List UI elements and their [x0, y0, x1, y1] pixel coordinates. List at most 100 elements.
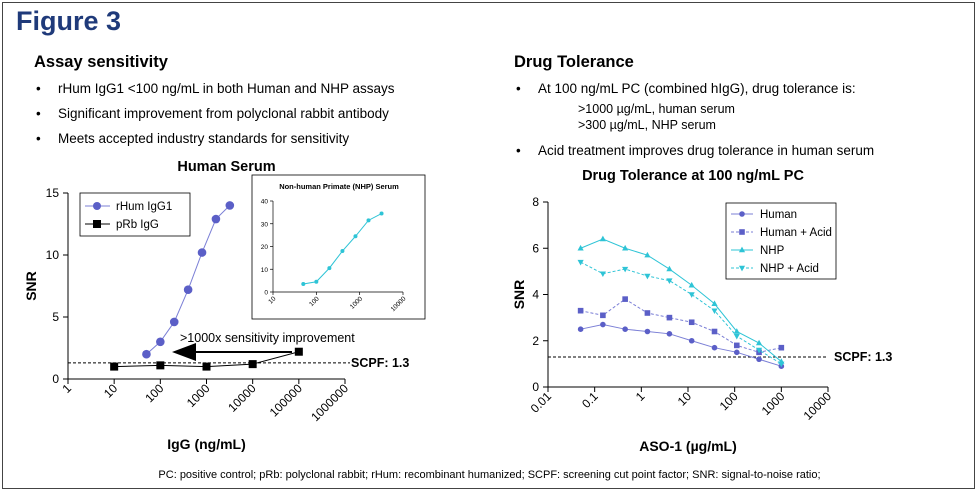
legend-marker — [739, 229, 745, 235]
inset-data-point — [314, 279, 319, 284]
y-tick-label: 15 — [46, 186, 60, 200]
legend-label: Human — [760, 209, 797, 221]
data-point — [577, 244, 584, 251]
data-point — [622, 266, 629, 273]
data-point — [666, 331, 673, 337]
x-tick-label: 10 — [675, 389, 695, 409]
data-point — [577, 259, 584, 266]
drug-tolerance-bullet-2: Acid treatment improves drug tolerance i… — [514, 142, 874, 167]
y-axis-label: SNR — [511, 280, 527, 310]
y-tick-label: 5 — [52, 310, 59, 324]
x-tick-label: 1000 — [759, 389, 788, 418]
data-point — [688, 281, 695, 288]
tolerance-sub-line: >300 µg/mL, NHP serum — [578, 118, 716, 132]
scpf-label: SCPF: 1.3 — [834, 350, 892, 364]
data-point — [733, 349, 740, 356]
data-point — [711, 300, 718, 306]
drug-tolerance-title: Drug Tolerance — [514, 53, 634, 71]
x-tick-label: 1 — [59, 381, 74, 396]
data-point — [733, 333, 740, 340]
tolerance-sub-line: >1000 µg/mL, human serum — [578, 102, 735, 116]
y-tick-label: 4 — [532, 288, 539, 302]
x-axis-label: IgG (ng/mL) — [167, 436, 246, 452]
inset-y-tick-label: 0 — [264, 290, 268, 297]
data-point — [197, 248, 207, 257]
annotation-text: >1000x sensitivity improvement — [180, 331, 355, 345]
inset-data-point — [379, 211, 384, 216]
data-point — [248, 360, 257, 369]
data-point — [644, 328, 651, 335]
inset-data-point — [327, 266, 332, 271]
data-point — [755, 339, 763, 346]
data-point — [755, 347, 763, 354]
data-point — [778, 344, 785, 351]
data-point — [202, 362, 211, 371]
inset-data-point — [353, 234, 358, 239]
data-point — [622, 326, 628, 332]
series-line — [580, 238, 782, 362]
data-point — [294, 347, 303, 356]
series-line — [580, 261, 782, 365]
data-point — [110, 362, 119, 371]
data-point — [711, 308, 718, 315]
data-point — [733, 328, 740, 334]
legend-label: pRb IgG — [116, 219, 159, 231]
data-point — [600, 321, 606, 328]
series-line — [580, 324, 782, 367]
inset-frame — [251, 174, 426, 320]
data-point — [666, 265, 673, 272]
data-point — [688, 319, 695, 326]
data-point — [666, 278, 673, 284]
inset-y-tick-label: 20 — [261, 244, 269, 251]
legend-box — [79, 192, 191, 237]
data-point — [778, 361, 785, 368]
y-tick-label: 8 — [532, 195, 539, 209]
data-point — [644, 251, 651, 258]
bullet-item: Meets accepted industry standards for se… — [34, 130, 395, 155]
data-point — [225, 201, 235, 210]
data-point — [600, 312, 606, 319]
nhp-inset-chart: Non-human Primate (NHP) Serum01020304010… — [251, 174, 426, 320]
assay-sensitivity-title: Assay sensitivity — [34, 53, 168, 71]
y-tick-label: 0 — [52, 372, 59, 386]
chart-title: Drug Tolerance at 100 ng/mL PC — [582, 168, 804, 184]
data-point — [599, 235, 606, 242]
inset-data-point — [301, 282, 306, 287]
bullet-item: Significant improvement from polyclonal … — [34, 105, 395, 130]
inset-data-point — [340, 249, 345, 254]
x-tick-label: 10 — [101, 381, 121, 401]
data-point — [644, 273, 651, 280]
x-tick-label: 1000000 — [308, 381, 351, 424]
figure-title: Figure 3 — [16, 6, 122, 36]
data-point — [622, 296, 628, 302]
data-point — [211, 214, 221, 224]
data-point — [156, 361, 165, 370]
inset-title: Non-human Primate (NHP) Serum — [279, 182, 399, 191]
annotation-arrowhead — [172, 343, 196, 361]
data-point — [666, 314, 673, 321]
inset-data-point — [366, 218, 371, 223]
x-tick-label: 10000 — [225, 381, 259, 415]
x-tick-label: 1 — [633, 389, 648, 404]
data-point — [756, 356, 762, 363]
series-line — [580, 298, 782, 353]
data-point — [622, 244, 629, 251]
legend-label: Human + Acid — [760, 227, 832, 239]
y-tick-label: 2 — [532, 334, 539, 348]
drug-tolerance-bullet-1: At 100 ng/mL PC (combined hIgG), drug to… — [514, 80, 856, 105]
bullet-item: Acid treatment improves drug tolerance i… — [514, 142, 874, 167]
footnote: PC: positive control; pRb: polyclonal ra… — [158, 469, 821, 481]
x-tick-label: 100 — [717, 389, 741, 413]
data-point — [142, 349, 151, 359]
x-axis-label: ASO-1 (µg/mL) — [639, 438, 737, 454]
data-point — [169, 317, 179, 327]
bullet-item: rHum IgG1 <100 ng/mL in both Human and N… — [34, 80, 395, 105]
chart-title: Human Serum — [177, 159, 275, 175]
data-point — [156, 337, 165, 347]
data-point — [644, 310, 651, 316]
legend-label: NHP — [760, 245, 785, 257]
